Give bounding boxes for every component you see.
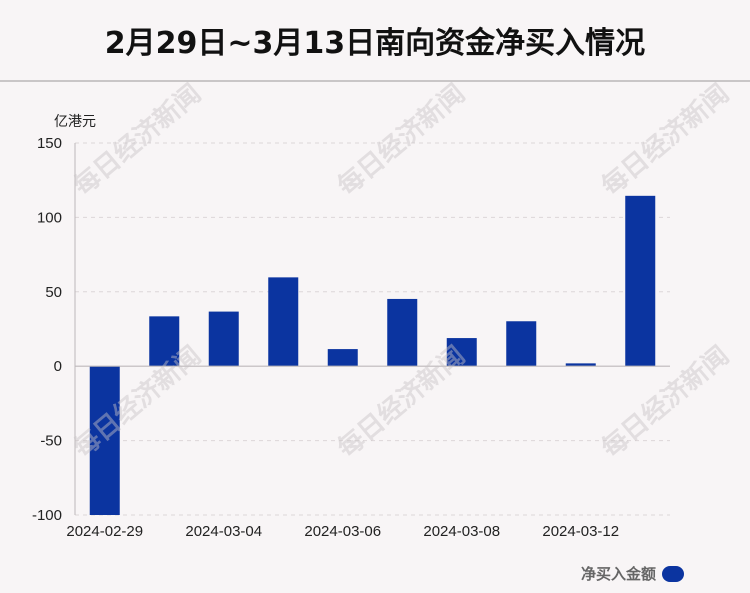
title-divider: [0, 80, 750, 82]
bar: [89, 366, 120, 515]
bar: [208, 311, 239, 367]
x-tick-label: 2024-02-29: [66, 523, 143, 540]
legend: 净买入金额: [581, 563, 684, 584]
bar: [268, 277, 299, 367]
y-tick-label: 100: [37, 209, 62, 226]
x-tick-label: 2024-03-12: [542, 523, 619, 540]
y-tick-label: 0: [54, 358, 62, 375]
x-tick-label: 2024-03-06: [304, 523, 381, 540]
bar: [387, 298, 418, 367]
chart-title: 2月29日~3月13日南向资金净买入情况: [104, 26, 646, 61]
y-axis-unit-label: 亿港元: [54, 114, 96, 130]
bar: [506, 321, 537, 367]
legend-swatch: [662, 565, 684, 582]
x-tick-label: 2024-03-08: [423, 523, 500, 540]
bar: [625, 195, 656, 367]
legend-label: 净买入金额: [580, 565, 656, 583]
bar: [327, 349, 358, 367]
y-tick-label: -50: [40, 433, 62, 450]
y-tick-label: -100: [32, 507, 62, 524]
y-tick-label: 150: [37, 135, 62, 152]
x-tick-label: 2024-03-04: [185, 523, 262, 540]
bar: [446, 338, 477, 367]
bar: [149, 316, 180, 367]
y-tick-label: 50: [45, 284, 62, 301]
bar: [565, 363, 596, 367]
